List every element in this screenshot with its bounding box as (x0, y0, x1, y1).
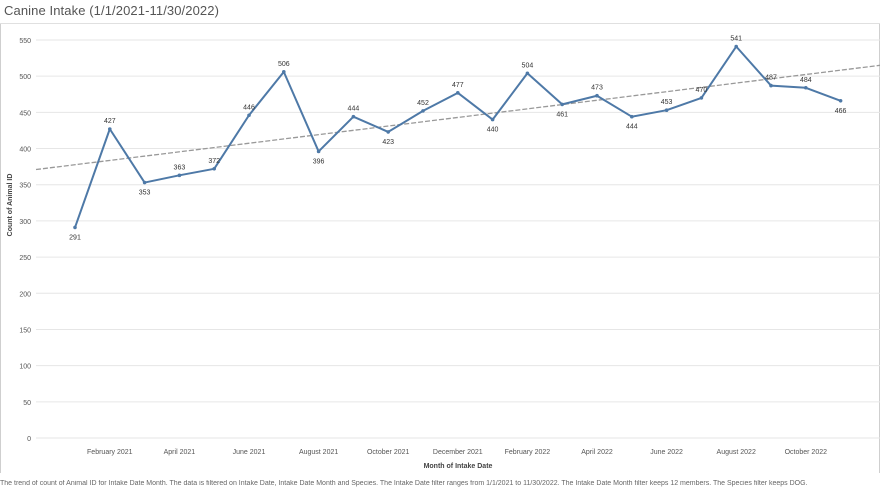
data-label: 444 (348, 106, 360, 113)
data-point (630, 114, 634, 119)
x-tick-label: December 2021 (433, 449, 483, 456)
line-chart: 0 50 100 150 200 250 300 350 400 450 500 550 Februa… (7, 36, 880, 470)
data-label: 427 (104, 118, 116, 125)
y-tick-label: 100 (19, 364, 31, 371)
y-tick-label: 450 (19, 110, 31, 117)
data-point (838, 98, 843, 103)
data-label: 353 (139, 190, 151, 197)
data-label: 291 (69, 234, 81, 241)
y-axis-label: Count of Animal ID (7, 174, 14, 237)
x-tick-label: June 2021 (233, 449, 266, 456)
data-point (212, 167, 216, 171)
y-tick-label: 200 (19, 291, 31, 298)
data-points (73, 44, 843, 230)
x-tick-label: August 2021 (299, 449, 338, 456)
data-label: 484 (800, 77, 812, 84)
data-point (699, 96, 704, 100)
data-label: 504 (522, 62, 534, 69)
data-point (108, 127, 112, 131)
data-label: 452 (417, 100, 429, 107)
data-label: 423 (382, 139, 394, 146)
y-tick-label: 250 (19, 255, 31, 262)
data-point (421, 109, 425, 113)
data-point (804, 85, 808, 90)
x-tick-label: February 2021 (87, 449, 133, 456)
data-point (351, 114, 356, 119)
x-axis-ticks: February 2021 April 2021 June 2021 August 2… (87, 449, 827, 456)
data-label: 396 (313, 158, 325, 165)
y-tick-label: 400 (19, 147, 31, 154)
y-axis-ticks: 0 50 100 150 200 250 300 350 400 450 500 550 (19, 38, 31, 443)
data-labels: 291 427 353 363 372 446 506 396 444 423 452 477 440 5… (69, 36, 846, 242)
data-point (282, 70, 286, 74)
data-point (316, 149, 321, 154)
data-point (560, 102, 564, 107)
x-axis-label: Month of Intake Date (424, 463, 493, 470)
y-tick-label: 150 (19, 327, 31, 334)
data-point (769, 83, 773, 88)
x-tick-label: June 2022 (650, 449, 683, 456)
trend-line (35, 64, 880, 171)
y-tick-label: 500 (19, 74, 31, 81)
x-tick-label: October 2022 (785, 449, 828, 456)
data-point (734, 44, 738, 49)
data-label: 363 (174, 164, 186, 171)
data-label: 440 (487, 127, 499, 134)
y-tick-label: 550 (19, 38, 31, 45)
data-label: 506 (278, 61, 290, 68)
data-point (664, 108, 669, 112)
chart-caption: The trend of count of Animal ID for Inta… (0, 480, 808, 487)
data-point (142, 180, 147, 185)
x-tick-label: April 2022 (581, 449, 613, 456)
y-tick-label: 350 (19, 183, 31, 190)
data-label: 372 (208, 158, 220, 165)
data-point (456, 91, 460, 95)
data-label: 470 (696, 87, 708, 94)
data-point (386, 130, 391, 134)
x-tick-label: August 2022 (717, 449, 756, 456)
y-tick-label: 300 (19, 219, 31, 226)
data-point (525, 71, 530, 76)
data-label: 444 (626, 124, 638, 131)
data-label: 487 (765, 75, 777, 82)
frame-left-border (0, 24, 1, 473)
data-point (73, 225, 77, 230)
data-point (490, 117, 495, 122)
gridlines (36, 39, 880, 439)
data-label: 473 (591, 85, 603, 92)
data-label: 446 (243, 104, 255, 111)
data-point (595, 93, 599, 98)
data-point (247, 113, 251, 118)
x-tick-label: October 2021 (367, 449, 410, 456)
chart-title: Canine Intake (1/1/2021-11/30/2022) (4, 3, 220, 18)
data-label: 461 (556, 111, 568, 118)
series-line (74, 45, 841, 228)
y-tick-label: 0 (27, 436, 31, 443)
data-label: 541 (730, 36, 742, 43)
x-tick-label: February 2022 (505, 449, 551, 456)
data-label: 477 (452, 82, 464, 89)
data-label: 453 (661, 99, 673, 106)
y-tick-label: 50 (23, 400, 31, 407)
x-tick-label: April 2021 (164, 449, 196, 456)
data-label: 466 (835, 108, 847, 115)
title-divider (0, 23, 880, 24)
data-point (177, 173, 182, 178)
